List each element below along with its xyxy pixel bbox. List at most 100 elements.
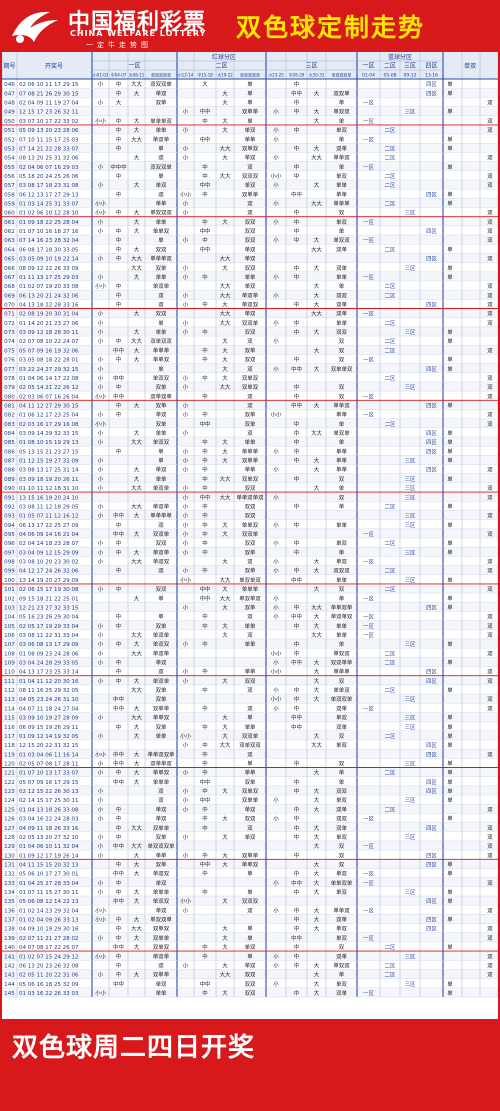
odd-even-cell: 双 <box>487 320 493 327</box>
numbers-cell: 03 04 09 12 15 29 09 <box>19 550 79 556</box>
zone-cell: 中 <box>202 760 207 768</box>
zone-cell: 大 <box>314 732 320 740</box>
issue-cell: 075 <box>4 348 15 354</box>
blue-zone-cell: 四区 <box>426 751 437 758</box>
odd-even-cell: 单 <box>447 576 453 584</box>
issue-cell: 078 <box>4 376 15 382</box>
zone-cell: 双单单 <box>242 796 259 804</box>
zone-cell: 单单 <box>336 181 347 189</box>
header-red-sub: 中26-29 <box>289 72 305 78</box>
issue-cell: 116 <box>4 725 15 731</box>
zone-cell: 双双单 <box>242 732 259 740</box>
blue-zone-cell: 三区 <box>405 329 416 336</box>
issue-cell: 053 <box>4 146 15 152</box>
zone-cell: 中中 <box>291 613 302 621</box>
zone-cell: 双单 <box>156 695 167 703</box>
zone-cell: 双 <box>339 852 345 859</box>
zone-cell: 双单双 <box>242 475 259 483</box>
zone-cell: 双双单 <box>153 530 170 538</box>
zone-cell: 中中 <box>291 89 302 97</box>
zone-cell: 大 <box>314 916 320 924</box>
numbers-cell: 01 03 16 22 26 33 03 <box>19 991 79 997</box>
zone-cell: 小 <box>98 879 104 887</box>
zone-cell: 小 <box>183 383 189 391</box>
zone-cell: 大 <box>134 429 140 437</box>
zone-cell: 大 <box>134 126 140 134</box>
zone-cell: 中中 <box>291 401 302 409</box>
zone-cell: 中 <box>294 622 299 630</box>
zone-cell: 小 <box>273 218 279 226</box>
zone-cell: 中 <box>116 925 121 933</box>
zone-cell: 中 <box>202 521 207 529</box>
blue-zone-cell: 二区 <box>385 375 396 382</box>
blue-zone-cell: 三区 <box>405 513 416 520</box>
numbers-cell: 06 09 15 19 26 29 11 <box>19 725 78 731</box>
zone-cell: 中 <box>294 144 299 152</box>
zone-cell: 大 <box>314 181 320 189</box>
odd-even-cell: 双 <box>487 568 493 575</box>
zone-cell: 单双双 <box>333 961 350 969</box>
zone-cell: 小 <box>183 539 189 547</box>
odd-even-cell: 双 <box>487 962 493 969</box>
issue-cell: 106 <box>4 633 15 639</box>
zone-cell: 双单单 <box>153 704 170 712</box>
table-row: 081 04 11 12 27 29 30 15 中 大 双单 小 双 中中 大 单单双 四区 单 <box>4 401 453 409</box>
zone-cell: 小 <box>273 447 279 455</box>
odd-even-cell: 双 <box>487 907 493 914</box>
zone-cell: 双 <box>247 201 253 208</box>
zone-cell: 单单 <box>336 319 347 327</box>
zone-cell: 大 <box>222 264 228 272</box>
blue-zone-cell: 三区 <box>405 265 416 272</box>
zone-cell: 单单 <box>245 723 256 731</box>
table-row: 061 01 09 18 22 25 28 04 小 大 单单 中 大 双双 小 中 单双 一区 双 <box>4 218 493 226</box>
zone-cell: 中 <box>294 227 299 235</box>
zone-cell: 单单 <box>156 851 167 859</box>
numbers-cell: 04 07 11 18 24 27 04 <box>19 706 79 712</box>
numbers-cell: 07 10 11 15 17 25 03 <box>19 137 79 143</box>
row-stripe <box>2 583 498 594</box>
odd-even-cell: 双 <box>487 678 493 685</box>
zone-cell: 双单 <box>156 420 167 428</box>
issue-cell: 143 <box>4 973 15 979</box>
zone-cell: 大 <box>314 466 320 474</box>
zone-cell: 单 <box>247 89 253 97</box>
header-banner: 中国福利彩票 CHINA WELFARE LOTTERY 一定牛走势图 双色球定… <box>0 0 500 52</box>
zone-cell: 双单 <box>156 99 167 107</box>
zone-cell: 双单 <box>156 723 167 731</box>
zone-cell: 大 <box>222 374 228 382</box>
blue-zone-cell: 三区 <box>405 494 416 501</box>
header-odd-even: 单双 <box>464 62 476 70</box>
odd-even-cell: 双 <box>487 494 493 501</box>
odd-even-cell: 双 <box>487 806 493 813</box>
zone-cell: 小 <box>183 411 189 419</box>
blue-zone-cell: 四区 <box>426 256 437 263</box>
numbers-cell: 04 13 17 23 25 33 14 <box>19 670 79 676</box>
blue-zone-cell: 四区 <box>426 430 437 437</box>
zone-cell: 中中 <box>291 659 302 667</box>
zone-cell: 中中 <box>291 576 302 584</box>
numbers-cell: 04 07 08 17 22 26 07 <box>19 945 79 951</box>
numbers-cell: 01 08 09 23 24 28 06 <box>19 651 79 657</box>
zone-cell: 小 <box>183 512 189 520</box>
zone-cell: 双单 <box>336 916 347 924</box>
zone-cell: 中 <box>294 833 299 841</box>
zone-cell: 大大 <box>131 80 142 88</box>
zone-cell: 中中 <box>113 842 124 850</box>
zone-cell: 中中 <box>291 365 302 373</box>
zone-cell: 小 <box>273 952 279 960</box>
zone-cell: 单单双单 <box>331 879 353 887</box>
zone-cell: 小 <box>273 558 279 566</box>
odd-even-cell: 双 <box>487 467 493 474</box>
issue-cell: 083 <box>4 422 15 428</box>
odd-even-cell: 双 <box>487 384 493 391</box>
zone-cell: 大 <box>222 677 228 685</box>
zone-cell: 中 <box>116 622 121 630</box>
zone-cell: 中中 <box>113 704 124 712</box>
table-row: 134 01 07 11 15 27 30 11 小 中 大 单单单 中 单 中 大 单双 三区 单 <box>4 888 453 896</box>
numbers-cell: 02 06 15 17 19 30 08 <box>19 587 79 593</box>
numbers-cell: 01 04 11 12 20 30 16 <box>19 679 79 685</box>
zone-cell: 大 <box>134 971 140 979</box>
zone-cell: 中 <box>202 190 207 198</box>
issue-cell: 144 <box>4 982 15 988</box>
header-red-sub: 单双双双单 <box>332 72 352 78</box>
